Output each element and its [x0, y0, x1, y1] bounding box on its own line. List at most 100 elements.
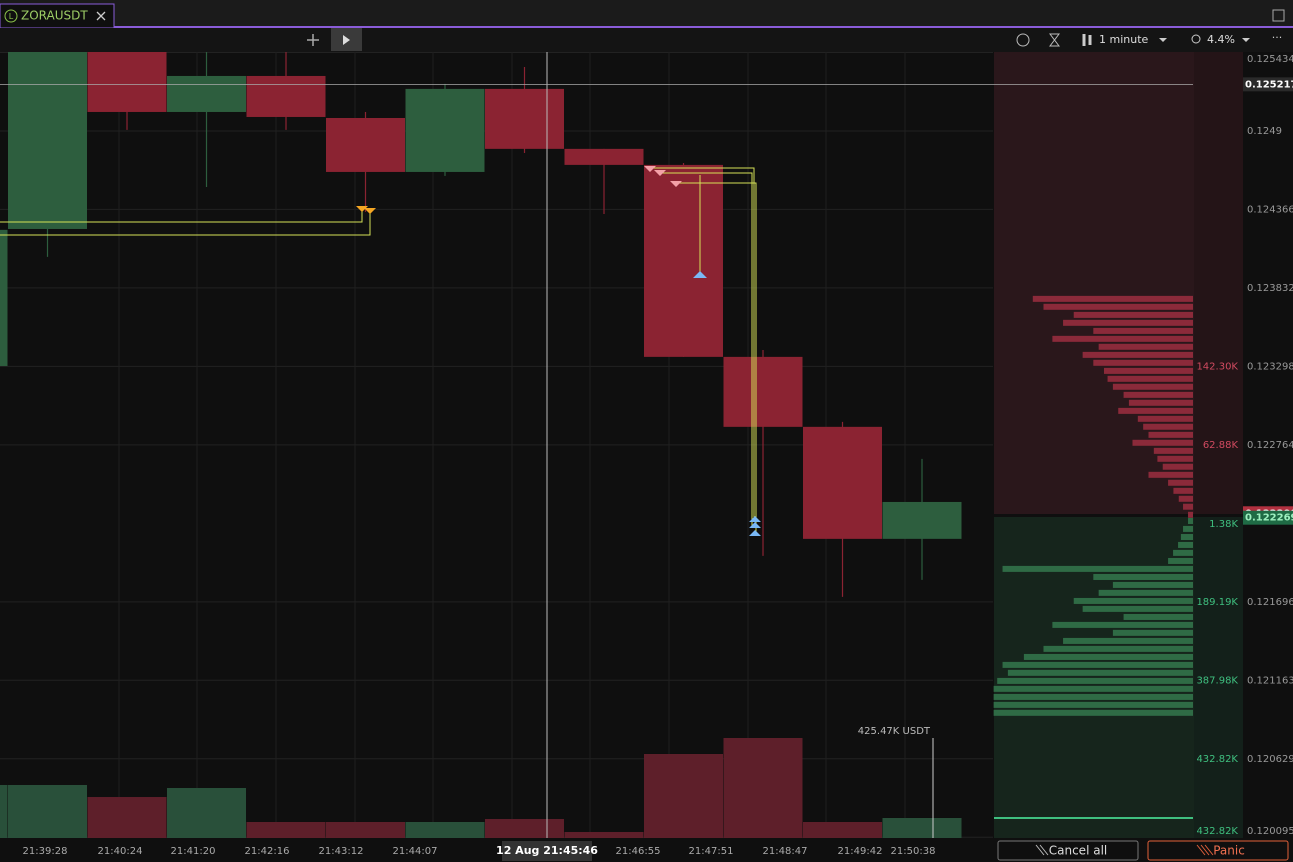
ask-depth-bar [1173, 487, 1193, 494]
volume-bar [485, 819, 564, 838]
play-icon [343, 35, 350, 45]
bid-depth-bar [1082, 605, 1193, 612]
bid-depth-bar [1002, 661, 1193, 668]
interval[interactable]: 1 minute [1099, 33, 1149, 46]
depth-label: 432.82K [1196, 754, 1238, 765]
bid-depth-bar [1112, 581, 1193, 588]
panic-button[interactable] [1147, 840, 1289, 861]
ask-depth-bar [1153, 447, 1193, 454]
fullscreen-icon[interactable] [1272, 9, 1285, 22]
dropdown-arrow[interactable] [1242, 38, 1250, 42]
order-book: 142.30K 62.88K 1.38K 189.19K 387.98K 432.82K 4… [993, 295, 1238, 837]
alarm-icon[interactable] [1016, 33, 1030, 47]
zoom-icon[interactable] [1191, 34, 1201, 44]
bid-depth-bar [1123, 613, 1193, 620]
price-axis: 0.125434 0.1249 0.124366 0.123832 0.123298 0.… [0, 54, 1293, 837]
x-tick-label: 21:41:20 [171, 846, 216, 857]
candle-body [882, 501, 962, 539]
volume-layer [0, 738, 962, 838]
crosshair-label-bg [502, 841, 592, 861]
bid-depth-bar [993, 685, 1193, 692]
volume-bar [644, 753, 723, 838]
depth-label: 387.98K [1196, 675, 1238, 686]
y-tick-label: 0.125434 [1247, 54, 1293, 65]
bid-depth-bar [1063, 637, 1193, 644]
ask-depth-bar [1093, 327, 1193, 334]
x-tick-label: 21:43:12 [319, 846, 364, 857]
ask-depth-bar [1162, 463, 1193, 470]
bid-depth-bar [993, 709, 1193, 716]
candle-layer [0, 52, 962, 597]
volume-bar [405, 821, 485, 838]
x-tick-label: 21:42:16 [245, 846, 290, 857]
candle-body [644, 164, 723, 357]
bid-depth-bar [997, 677, 1193, 684]
tab-bar [0, 0, 1293, 28]
bid-label: 0.122269 [1245, 513, 1293, 524]
symbol-tab[interactable] [0, 3, 115, 29]
trade-line [650, 167, 757, 532]
ask-depth-bar [1104, 367, 1193, 374]
timer-icon[interactable] [1049, 33, 1060, 47]
ask-depth-bar [1168, 479, 1193, 486]
volume-bar [0, 784, 8, 838]
candle-body [485, 88, 564, 149]
y-tick-label: 0.122764 [1247, 440, 1293, 451]
ask-depth-bar [1107, 375, 1193, 382]
bid-depth-bar [1180, 534, 1193, 541]
y-tick-label: 0.124366 [1247, 204, 1293, 215]
ask-depth-bar [1178, 495, 1193, 502]
bid-depth-bar [1002, 565, 1193, 572]
candle-body [723, 356, 803, 427]
candle-body [405, 88, 485, 172]
panic-label: Panic [1213, 844, 1245, 858]
x-tick-label: 21:46:55 [616, 846, 661, 857]
volume-bar [246, 821, 326, 838]
bid-depth-bar [1173, 549, 1193, 556]
volume-bar [564, 832, 644, 838]
depth-label: 1.38K [1209, 519, 1238, 530]
x-tick-label: 21:40:24 [98, 846, 143, 857]
y-tick-label: 0.120629 [1247, 754, 1293, 765]
tab-close[interactable] [96, 11, 106, 21]
ask-depth-bar [1032, 295, 1193, 302]
bid-depth-bar [1093, 573, 1193, 580]
candle-icon[interactable] [1082, 34, 1092, 46]
volume-bar [167, 788, 246, 838]
candle-body [326, 118, 405, 172]
candle-body [167, 75, 246, 112]
tab-icon-letter: L [9, 12, 14, 21]
time-axis: 21:39:28 21:40:24 21:41:20 21:42:16 21:43:12… [23, 846, 936, 857]
dropdown-arrow[interactable] [1159, 38, 1167, 42]
candle-body [87, 52, 167, 112]
candle-body [246, 75, 326, 117]
panic-icon [1196, 844, 1214, 856]
zoom-value[interactable]: 4.4% [1207, 33, 1235, 46]
cancel-all-button[interactable] [997, 840, 1139, 861]
y-tick-label: 0.123298 [1247, 361, 1293, 372]
y-tick-label: 0.121696 [1247, 597, 1293, 608]
x-tick-label: 21:48:47 [763, 846, 808, 857]
ask-depth-bar [1143, 423, 1193, 430]
bid-depth-bar [1023, 653, 1193, 660]
bid-depth-bar [1168, 557, 1193, 564]
volume-bar [8, 784, 87, 838]
tool-icon[interactable] [307, 34, 319, 46]
volume-bar [326, 821, 405, 838]
ask-depth-bar [1073, 311, 1193, 318]
bid-depth-bar [1043, 645, 1193, 652]
volume-bar [882, 817, 962, 838]
more-menu[interactable]: ··· [1272, 31, 1283, 44]
ask-depth-bar [1082, 351, 1193, 358]
candle-body [564, 148, 644, 165]
x-tick-label: 21:50:38 [891, 846, 936, 857]
toolbar [0, 28, 1293, 52]
y-tick-label: 0.120095 [1247, 826, 1293, 837]
cancel-all-label: Cancel all [1049, 844, 1108, 858]
y-tick-label: 0.121163 [1247, 675, 1293, 686]
depth-label: 432.82K [1196, 826, 1238, 837]
ask-depth-bar [1128, 399, 1193, 406]
ask-depth-bar [1093, 359, 1193, 366]
ask-depth-bar [1063, 319, 1193, 326]
